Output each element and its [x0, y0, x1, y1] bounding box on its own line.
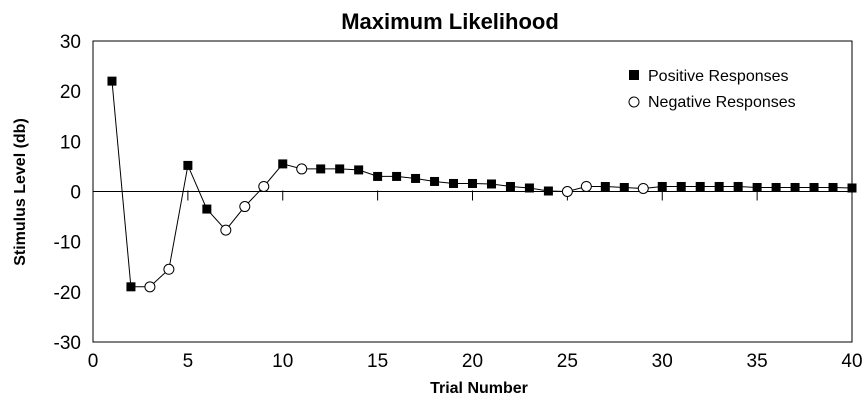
- x-tick-label: 25: [557, 351, 578, 372]
- positive-response-point: [126, 282, 136, 292]
- positive-response-point: [335, 164, 345, 174]
- y-tick-label: -10: [54, 233, 81, 254]
- positive-response-point: [524, 183, 534, 193]
- positive-response-point: [847, 183, 857, 193]
- x-tick-label: 40: [841, 351, 862, 372]
- y-axis-label: Stimulus Level (db): [12, 118, 29, 266]
- data-point-markers: [107, 76, 857, 293]
- negative-response-point: [580, 180, 592, 192]
- y-tick-label: 0: [70, 183, 81, 204]
- negative-response-point: [220, 224, 232, 236]
- y-tick-label: 10: [60, 132, 81, 153]
- negative-response-point: [239, 201, 251, 213]
- positive-response-point: [828, 182, 838, 192]
- negative-response-point: [258, 180, 270, 192]
- x-axis-tick-labels: 0 5 10 15 20 25 30 35 40: [88, 351, 863, 372]
- series-connecting-line: [111, 81, 853, 288]
- x-tick-label: 35: [747, 351, 768, 372]
- legend-negative-marker: [628, 96, 640, 108]
- negative-response-point: [163, 263, 175, 275]
- x-tick-label: 5: [183, 351, 194, 372]
- x-tick-label: 10: [272, 351, 293, 372]
- positive-response-point: [354, 165, 364, 175]
- positive-response-point: [733, 181, 743, 191]
- x-tick-label: 30: [652, 351, 673, 372]
- positive-response-point: [790, 182, 800, 192]
- x-axis-tick-marks: [187, 190, 758, 201]
- negative-response-point: [144, 281, 156, 293]
- positive-response-point: [373, 171, 383, 181]
- legend: Positive Responses Negative Responses: [628, 68, 796, 111]
- y-axis-tick-labels: 30 20 10 0 -10 -20 -30: [54, 32, 81, 354]
- legend-negative-label: Negative Responses: [648, 94, 796, 111]
- positive-response-point: [676, 181, 686, 191]
- positive-response-point: [619, 182, 629, 192]
- positive-response-point: [752, 182, 762, 192]
- chart-title: Maximum Likelihood: [341, 9, 559, 34]
- positive-response-point: [468, 178, 477, 188]
- positive-response-point: [543, 186, 553, 196]
- positive-response-point: [505, 181, 515, 191]
- x-tick-label: 15: [367, 351, 388, 372]
- positive-response-point: [714, 181, 724, 191]
- positive-response-point: [657, 181, 667, 191]
- positive-response-point: [316, 164, 326, 174]
- positive-response-point: [202, 204, 212, 214]
- positive-response-point: [809, 182, 819, 192]
- positive-response-point: [411, 173, 421, 183]
- y-tick-label: -30: [54, 333, 81, 354]
- x-tick-label: 0: [88, 351, 99, 372]
- positive-response-point: [486, 179, 496, 189]
- negative-response-point: [296, 163, 308, 175]
- legend-positive-label: Positive Responses: [648, 68, 789, 85]
- negative-response-point: [637, 182, 649, 194]
- positive-response-point: [771, 182, 781, 192]
- positive-response-point: [183, 160, 193, 170]
- x-tick-label: 20: [462, 351, 483, 372]
- y-tick-label: 30: [60, 32, 81, 53]
- x-axis-label: Trial Number: [430, 380, 528, 397]
- y-tick-label: 20: [60, 82, 81, 103]
- legend-positive-marker: [629, 70, 639, 80]
- y-tick-label: -20: [54, 283, 81, 304]
- positive-response-point: [695, 181, 705, 191]
- positive-response-point: [430, 176, 440, 186]
- negative-response-point: [561, 186, 573, 197]
- positive-response-point: [600, 181, 610, 191]
- positive-response-point: [107, 76, 117, 86]
- positive-response-point: [449, 178, 459, 188]
- positive-response-point: [392, 171, 402, 181]
- positive-response-point: [278, 159, 288, 169]
